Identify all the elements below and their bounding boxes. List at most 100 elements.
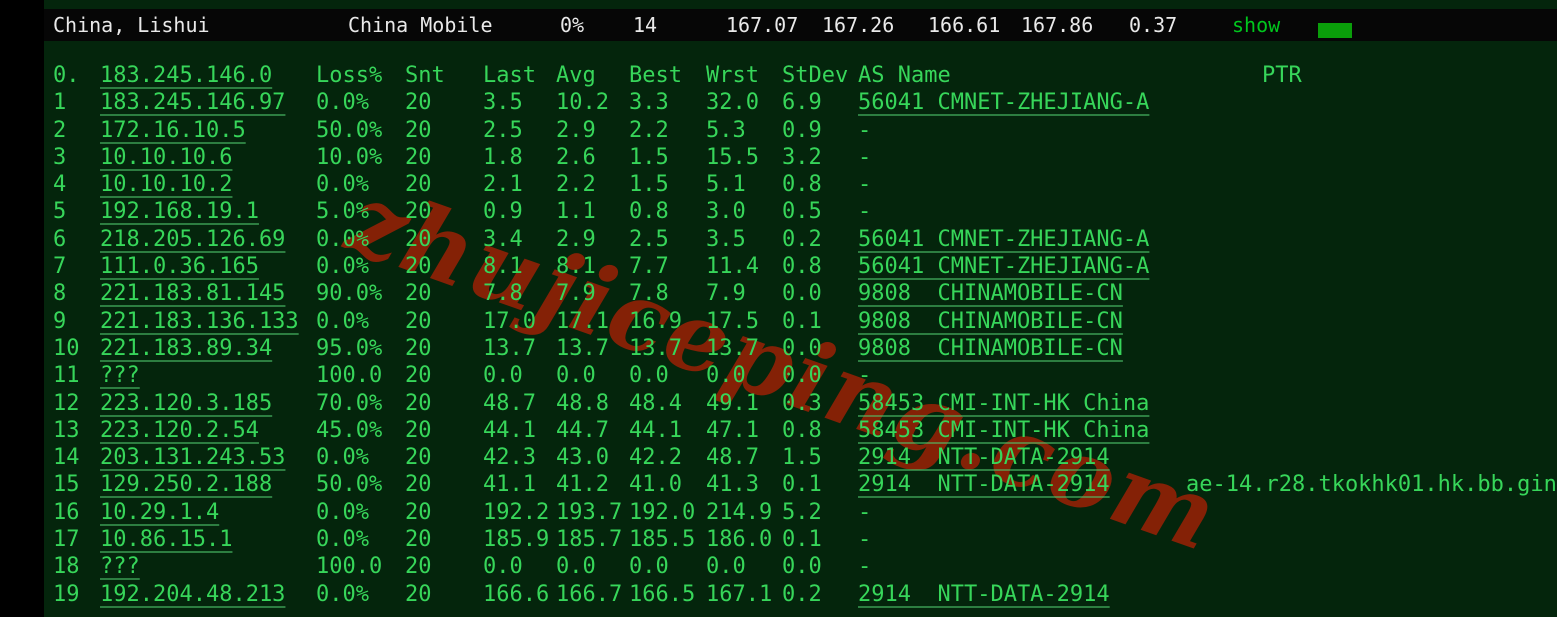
hop-number: 13 [53,417,80,443]
as-cell: - [858,117,872,143]
best-cell: 7.8 [629,281,669,307]
as-link[interactable]: 58453 CMI-INT-HK China [858,417,1150,443]
as-link[interactable]: 9808 CHINAMOBILE-CN [858,335,1123,361]
loss-cell: 0.0% [316,499,369,525]
ip-link[interactable]: 183.245.146.0 [100,63,273,88]
avg-cell: 8.1 [556,254,596,280]
snt-cell: 20 [405,226,432,252]
stdev-cell: 0.0 [782,335,822,361]
ip-link[interactable]: 111.0.36.165 [100,254,259,280]
ip-link[interactable]: 192.204.48.213 [100,581,286,607]
ip-link[interactable]: 10.29.1.4 [100,499,220,525]
as-link[interactable]: 2914 NTT-DATA-2914 [858,472,1110,498]
as-link[interactable]: 2914 NTT-DATA-2914 [858,445,1110,471]
as-link[interactable]: 58453 CMI-INT-HK China [858,390,1150,416]
last-cell: 185.9 [483,527,550,553]
wrst-cell: 5.1 [706,172,746,198]
wrst-cell: 0.0 [706,554,746,580]
wrst-cell: 48.7 [706,445,759,471]
stdev-cell: 0.8 [782,417,822,443]
ip-link[interactable]: 172.16.10.5 [100,117,246,143]
ip-link[interactable]: 10.10.10.2 [100,172,233,198]
as-link[interactable]: 9808 CHINAMOBILE-CN [858,308,1123,334]
avg-cell: 44.7 [556,417,609,443]
stdev-cell: 0.3 [782,390,822,416]
as-cell: - [858,363,872,389]
hop-number: 15 [53,472,80,498]
loss-cell: 50.0% [316,117,383,143]
loss-cell: 5.0% [316,199,369,225]
avg-cell: 2.9 [556,226,596,252]
ip-link[interactable]: 223.120.2.54 [100,417,259,443]
snt-cell: 20 [405,554,432,580]
ip-link[interactable]: 203.131.243.53 [100,445,286,471]
ip-link[interactable]: 218.205.126.69 [100,226,286,252]
last-cell: 192.2 [483,499,550,525]
snt-cell: 20 [405,90,432,116]
as-link[interactable]: 56041 CMNET-ZHEJIANG-A [858,254,1150,280]
loss-cell: 45.0% [316,417,383,443]
isp-label: China Mobile [348,13,493,37]
stdev-cell: 0.1 [782,472,822,498]
ip-link[interactable]: 221.183.89.34 [100,335,273,361]
ip-link[interactable]: 223.120.3.185 [100,390,273,416]
ip-link[interactable]: 221.183.81.145 [100,281,286,307]
ip-link[interactable]: 192.168.19.1 [100,199,259,225]
as-link[interactable]: 2914 NTT-DATA-2914 [858,581,1110,607]
loss-cell: 100.0 [316,363,383,389]
ip-link[interactable]: 10.10.10.6 [100,144,233,170]
table-header-row: 0. 183.245.146.0 Loss% Snt Last Avg Best Wrst St… [0,62,1557,89]
last-cell: 44.1 [483,417,536,443]
hop-number: 5 [53,199,67,225]
as-link[interactable]: 56041 CMNET-ZHEJIANG-A [858,226,1150,252]
hop-number: 2 [53,117,67,143]
as-cell: - [858,172,872,198]
ip-link[interactable]: ??? [100,554,140,580]
as-link[interactable]: 56041 CMNET-ZHEJIANG-A [858,90,1150,116]
ip-link[interactable]: ??? [100,363,140,389]
last-cell: 2.1 [483,172,523,198]
loss-cell: 90.0% [316,281,383,307]
loss-cell: 0.0% [316,226,369,252]
summary-avg: 167.26 [822,13,895,37]
ip-link[interactable]: 221.183.136.133 [100,308,299,334]
last-cell: 17.0 [483,308,536,334]
best-cell: 13.7 [629,335,682,361]
stdev-cell: 0.2 [782,226,822,252]
last-cell: 3.5 [483,90,523,116]
last-cell: 48.7 [483,390,536,416]
snt-cell: 20 [405,281,432,307]
last-cell: 8.1 [483,254,523,280]
ip-link[interactable]: 183.245.146.97 [100,90,286,116]
best-cell: 3.3 [629,90,669,116]
snt-cell: 20 [405,254,432,280]
location-label: China, Lishui [53,13,210,37]
col-header-ptr: PTR [1262,63,1302,88]
last-cell: 2.5 [483,117,523,143]
best-cell: 2.5 [629,226,669,252]
avg-cell: 13.7 [556,335,609,361]
col-header-last: Last [483,63,536,88]
table-row: 2 172.16.10.5 50.0% 20 2.5 2.9 2.2 5.3 0.9 - [0,117,1557,144]
best-cell: 166.5 [629,581,696,607]
show-link[interactable]: show [1232,13,1281,37]
snt-cell: 20 [405,390,432,416]
ip-link[interactable]: 129.250.2.188 [100,472,273,498]
loss-cell: 0.0% [316,254,369,280]
table-row: 3 10.10.10.6 10.0% 20 1.8 2.6 1.5 15.5 3.2 - [0,144,1557,171]
avg-cell: 0.0 [556,554,596,580]
loss-cell: 0.0% [316,172,369,198]
best-cell: 48.4 [629,390,682,416]
best-cell: 1.5 [629,172,669,198]
hop-number: 9 [53,308,67,334]
as-link[interactable]: 9808 CHINAMOBILE-CN [858,281,1123,307]
avg-cell: 185.7 [556,527,623,553]
avg-cell: 10.2 [556,90,609,116]
summary-worst: 167.86 [1021,13,1094,37]
ip-link[interactable]: 10.86.15.1 [100,527,233,553]
col-header-avg: Avg [556,63,596,88]
ptr-cell: ae-14.r28.tkokhk01.hk.bb.gin. [1186,472,1557,498]
stdev-cell: 0.1 [782,527,822,553]
hop-number: 0. [53,63,80,88]
as-cell: - [858,199,872,225]
